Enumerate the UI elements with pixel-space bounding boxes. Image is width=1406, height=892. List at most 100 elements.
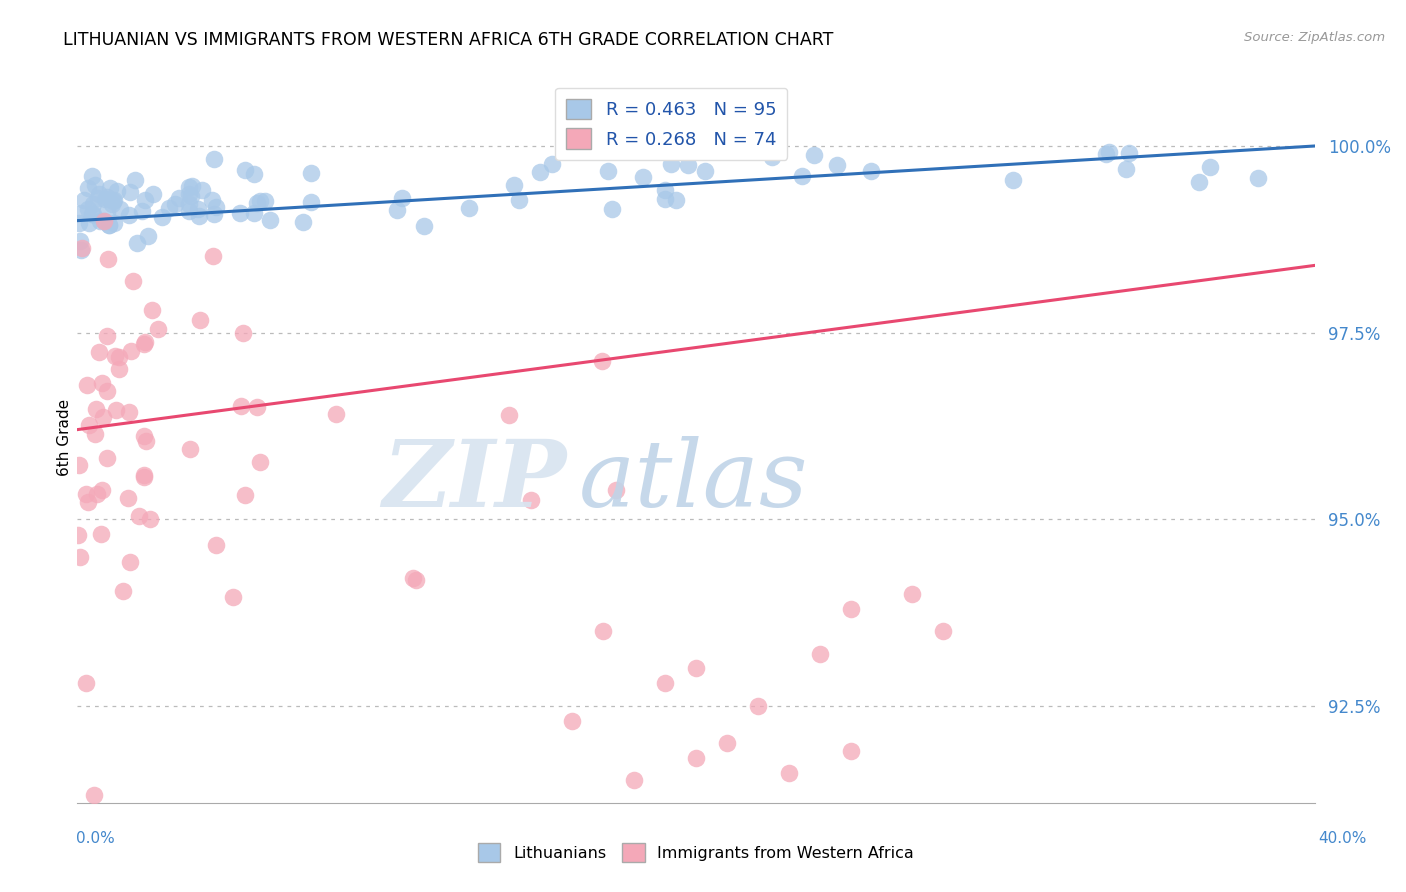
Point <box>128 508 150 523</box>
Point <box>77 495 100 509</box>
Point <box>136 228 159 243</box>
Point <box>120 343 142 358</box>
Point <box>654 183 676 197</box>
Point <box>529 165 551 179</box>
Point <box>932 624 955 639</box>
Point <box>695 163 717 178</box>
Point <box>67 528 90 542</box>
Point <box>596 164 619 178</box>
Point <box>104 403 127 417</box>
Point <box>96 190 118 204</box>
Point <box>229 206 252 220</box>
Point <box>104 349 127 363</box>
Point <box>73 193 96 207</box>
Point <box>839 743 862 757</box>
Point <box>86 487 108 501</box>
Point <box>97 218 120 232</box>
Text: Source: ZipAtlas.com: Source: ZipAtlas.com <box>1244 31 1385 45</box>
Point <box>105 184 128 198</box>
Point <box>132 470 155 484</box>
Point <box>205 200 228 214</box>
Point <box>292 215 315 229</box>
Point <box>190 183 212 197</box>
Point <box>676 158 699 172</box>
Point <box>1199 160 1222 174</box>
Point <box>201 193 224 207</box>
Text: atlas: atlas <box>578 436 808 526</box>
Point <box>134 335 156 350</box>
Point <box>77 202 100 217</box>
Point <box>299 195 322 210</box>
Point <box>82 207 104 221</box>
Point <box>520 492 543 507</box>
Point <box>89 214 111 228</box>
Point <box>70 241 93 255</box>
Point <box>246 400 269 414</box>
Point <box>202 249 225 263</box>
Point <box>139 511 162 525</box>
Point <box>83 789 105 803</box>
Point <box>93 213 115 227</box>
Point <box>103 194 125 209</box>
Point <box>402 571 425 585</box>
Point <box>498 409 520 423</box>
Legend: Lithuanians, Immigrants from Western Africa: Lithuanians, Immigrants from Western Afr… <box>471 837 921 868</box>
Point <box>80 169 103 184</box>
Point <box>91 409 114 424</box>
Text: 0.0%: 0.0% <box>76 831 115 846</box>
Point <box>246 195 269 210</box>
Point <box>117 208 139 222</box>
Point <box>90 376 112 390</box>
Point <box>163 197 186 211</box>
Point <box>167 191 190 205</box>
Point <box>716 736 738 750</box>
Point <box>103 216 125 230</box>
Point <box>141 302 163 317</box>
Point <box>325 407 347 421</box>
Point <box>77 181 100 195</box>
Point <box>177 204 200 219</box>
Point <box>808 647 831 661</box>
Point <box>458 201 481 215</box>
Point <box>146 321 169 335</box>
Point <box>90 483 112 497</box>
Point <box>124 173 146 187</box>
Point <box>98 180 121 194</box>
Point <box>1001 173 1024 187</box>
Point <box>75 486 97 500</box>
Point <box>117 491 139 505</box>
Point <box>860 163 883 178</box>
Point <box>67 458 90 472</box>
Point <box>100 196 122 211</box>
Point <box>827 158 849 172</box>
Point <box>1188 175 1211 189</box>
Point <box>87 190 110 204</box>
Point <box>1118 146 1140 161</box>
Point <box>108 362 131 376</box>
Point <box>77 417 100 432</box>
Point <box>188 312 211 326</box>
Point <box>761 150 783 164</box>
Point <box>231 400 253 414</box>
Point <box>87 345 110 359</box>
Point <box>112 584 135 599</box>
Point <box>561 714 583 728</box>
Point <box>93 213 115 227</box>
Point <box>1098 145 1121 160</box>
Point <box>108 351 131 365</box>
Point <box>96 329 118 343</box>
Point <box>391 191 413 205</box>
Point <box>134 337 156 351</box>
Point <box>253 194 276 209</box>
Point <box>70 244 93 258</box>
Point <box>134 467 156 482</box>
Point <box>132 429 155 443</box>
Point <box>84 402 107 417</box>
Point <box>180 189 202 203</box>
Point <box>1094 147 1116 161</box>
Point <box>69 549 91 564</box>
Point <box>108 202 131 216</box>
Point <box>82 207 104 221</box>
Point <box>233 163 256 178</box>
Point <box>67 216 90 230</box>
